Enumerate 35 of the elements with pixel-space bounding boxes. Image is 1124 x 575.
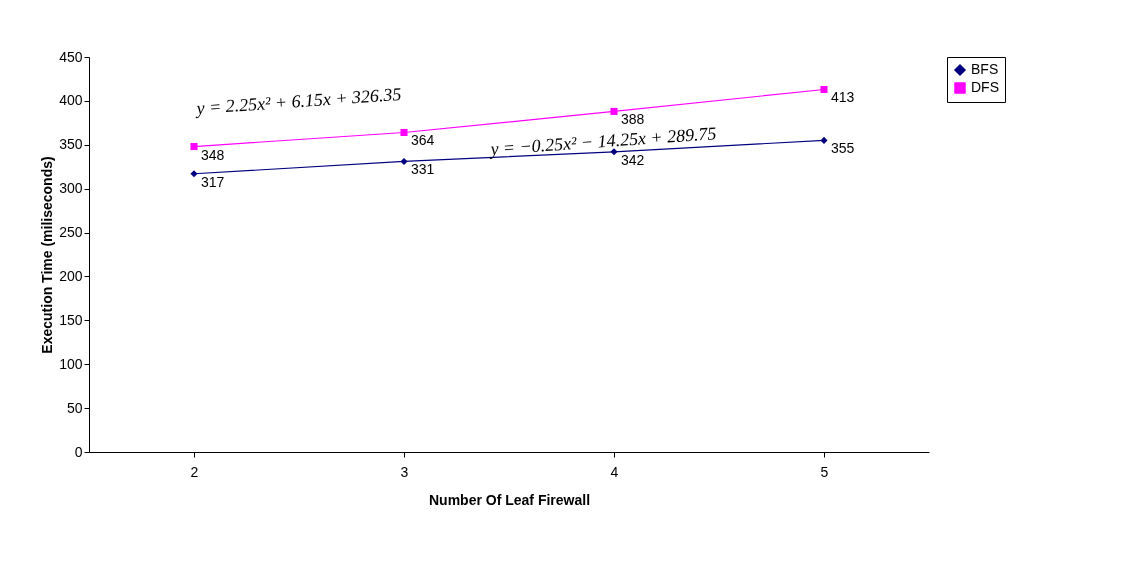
y-tick-label: 350: [59, 136, 83, 153]
point: [190, 143, 198, 151]
y-tick-label: 150: [59, 311, 83, 328]
x-tick-label: 2: [190, 463, 199, 480]
point: [400, 157, 408, 165]
point: [820, 85, 828, 94]
x-tick-label: 3: [400, 463, 409, 480]
y-tick-label: 0: [74, 443, 83, 460]
y-tick-label: 100: [59, 355, 83, 372]
data-label: 331: [411, 161, 435, 178]
data-label: 317: [201, 173, 225, 190]
point: [820, 136, 828, 144]
y-tick-label: 400: [59, 92, 83, 109]
y-tick-label: 200: [59, 267, 83, 284]
legend-label: BFS: [971, 61, 999, 77]
y-tick-label: 50: [66, 399, 83, 416]
legend-label: DFS: [971, 79, 999, 95]
data-label: 355: [831, 140, 855, 157]
y-tick-label: 250: [59, 224, 83, 241]
y-tick-label: 450: [59, 48, 83, 65]
x-tick-label: 4: [610, 463, 619, 480]
data-label: 342: [621, 151, 645, 168]
y-axis-title: Execution Time (miliseconds): [39, 156, 56, 354]
point: [190, 170, 198, 178]
point: [400, 128, 408, 137]
data-label: 413: [831, 89, 855, 106]
data-label: 364: [411, 132, 435, 149]
data-label: 388: [621, 111, 645, 128]
y-tick-label: 300: [59, 180, 83, 197]
data-label: 348: [201, 146, 225, 163]
point: [610, 107, 618, 115]
x-tick-label: 5: [820, 463, 829, 480]
annotation: y = 2.25x² + 6.15x + 326.35: [193, 83, 403, 119]
x-axis-title: Number Of Leaf Firewall: [428, 491, 591, 508]
point: [610, 148, 618, 156]
